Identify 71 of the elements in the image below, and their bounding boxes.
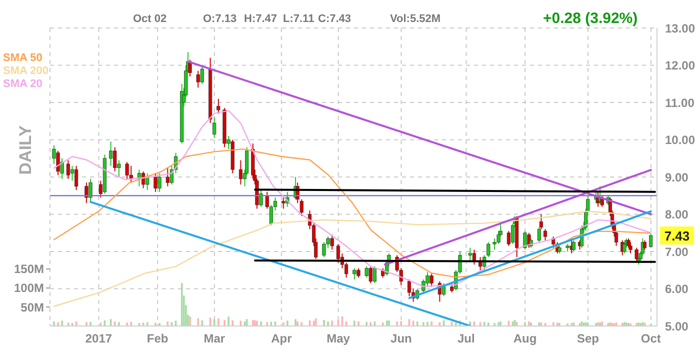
x-tick-label: Aug: [513, 332, 537, 346]
y2-tick-label: 150M: [14, 262, 44, 276]
text: SMA 20: [3, 78, 44, 91]
candlestick: [523, 230, 527, 250]
x-tick-label: Sep: [576, 332, 599, 346]
candlestick: [200, 64, 204, 84]
y-tick-label: 8.00: [665, 208, 689, 222]
candlestick: [356, 268, 360, 278]
candlestick: [472, 249, 476, 266]
y-tick-label: 9.00: [665, 170, 689, 184]
text: Oct 02: [133, 13, 167, 25]
candlestick: [216, 98, 220, 114]
y2-tick-label: 100M: [14, 281, 44, 296]
candlestick: [642, 240, 647, 250]
y-tick-label: 6.00: [665, 282, 689, 296]
x-tick-label: May: [326, 332, 350, 346]
text: Vol:5.52M: [390, 13, 441, 25]
text: DAILY: [16, 124, 35, 175]
text: SMA 50: [3, 52, 44, 65]
candlestick: [407, 278, 412, 297]
text: H:7.47: [244, 13, 278, 25]
candlestick: [125, 162, 129, 180]
text: SMA 200: [3, 65, 48, 78]
candlestick: [543, 228, 548, 241]
candlestick: [56, 150, 60, 176]
candlestick: [74, 165, 78, 191]
candlestick: [113, 146, 117, 172]
y-tick-label: 7.00: [665, 244, 689, 259]
candlestick: [129, 165, 133, 184]
candlestick: [109, 141, 113, 166]
candlestick: [88, 178, 92, 202]
x-tick-label: Apr: [271, 332, 292, 346]
candlestick: [352, 268, 356, 280]
candlestick: [238, 160, 243, 185]
candlestick: [634, 247, 638, 262]
candlestick: [154, 172, 158, 192]
text: C:7.43: [318, 13, 352, 25]
candlestick: [572, 240, 576, 252]
candlestick: [622, 242, 626, 254]
candlestick: [628, 242, 632, 254]
candlestick: [364, 266, 368, 278]
candlestick: [372, 266, 377, 284]
y-tick-label: 11.00: [665, 96, 695, 110]
candlestick: [66, 160, 70, 180]
text: +0.28 (3.92%): [543, 10, 638, 27]
candlestick: [330, 234, 334, 250]
candlestick: [430, 273, 434, 288]
x-tick-label: Jul: [458, 332, 475, 346]
y2-tick-label: 50M: [20, 300, 44, 314]
candlestick: [368, 266, 372, 284]
y-tick-label: 10.00: [665, 133, 696, 148]
candlestick: [282, 196, 286, 210]
candlestick: [158, 172, 162, 192]
candlestick: [84, 182, 88, 204]
candlestick: [166, 167, 170, 187]
candlestick: [649, 233, 653, 248]
x-tick-label: 2017: [85, 332, 112, 346]
annotation: 7.43: [664, 228, 690, 244]
x-tick-label: Mar: [204, 332, 226, 346]
candlestick: [468, 247, 472, 262]
y-tick-label: 5.00: [665, 319, 689, 334]
x-tick-label: Jun: [390, 332, 412, 346]
y-tick-label: 12.00: [665, 58, 696, 73]
text: O:7.13: [203, 13, 237, 25]
y-tick-label: 13.00: [665, 21, 696, 36]
candlestick: [212, 116, 216, 138]
candlestick: [146, 172, 150, 191]
candlestick: [196, 70, 200, 88]
text: L:7.11: [283, 13, 314, 25]
x-tick-label: Feb: [146, 332, 168, 346]
x-tick-label: Oct: [640, 332, 661, 346]
